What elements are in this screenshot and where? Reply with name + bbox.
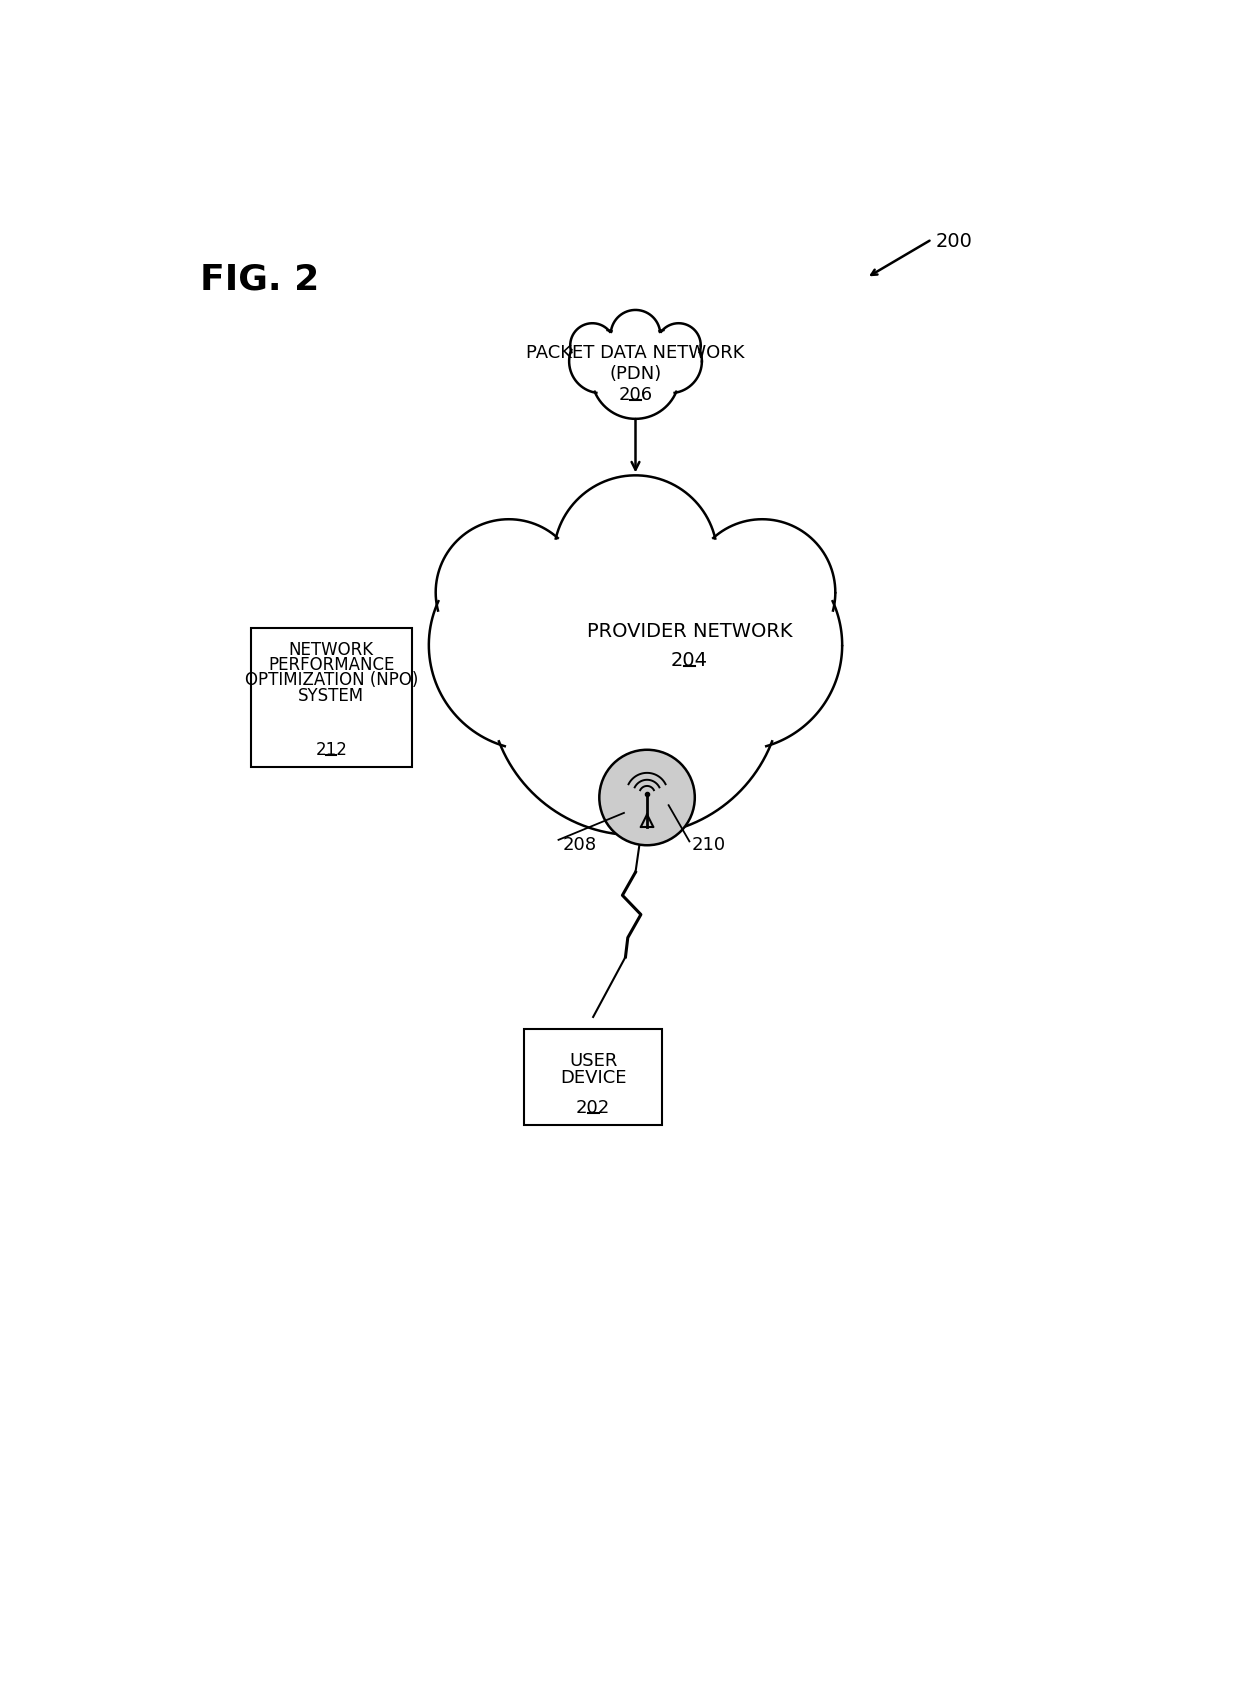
Circle shape xyxy=(591,331,680,419)
Text: DEVICE: DEVICE xyxy=(560,1069,626,1088)
Text: NETWORK: NETWORK xyxy=(289,641,374,658)
Circle shape xyxy=(689,520,836,665)
Circle shape xyxy=(570,324,615,368)
FancyBboxPatch shape xyxy=(250,627,412,767)
Text: 200: 200 xyxy=(936,232,972,251)
Circle shape xyxy=(599,750,694,846)
Text: PROVIDER NETWORK: PROVIDER NETWORK xyxy=(587,622,792,641)
Circle shape xyxy=(569,329,632,394)
Text: FIG. 2: FIG. 2 xyxy=(201,263,320,297)
Text: PERFORMANCE: PERFORMANCE xyxy=(268,656,394,673)
Text: OPTIMIZATION (NPO): OPTIMIZATION (NPO) xyxy=(244,672,418,689)
Text: SYSTEM: SYSTEM xyxy=(299,687,365,704)
Text: (PDN): (PDN) xyxy=(609,365,662,384)
Circle shape xyxy=(631,540,842,750)
Circle shape xyxy=(639,329,702,394)
Circle shape xyxy=(435,520,582,665)
Text: 202: 202 xyxy=(577,1098,610,1117)
Circle shape xyxy=(490,542,781,835)
Text: 206: 206 xyxy=(619,385,652,404)
Text: USER: USER xyxy=(569,1052,618,1071)
Circle shape xyxy=(611,310,660,360)
Circle shape xyxy=(553,476,718,639)
Circle shape xyxy=(656,324,701,368)
Text: 208: 208 xyxy=(563,835,596,854)
Circle shape xyxy=(429,540,640,750)
Text: 210: 210 xyxy=(692,835,725,854)
Text: 204: 204 xyxy=(671,651,708,670)
Text: PACKET DATA NETWORK: PACKET DATA NETWORK xyxy=(526,344,745,361)
Text: 212: 212 xyxy=(315,740,347,759)
FancyBboxPatch shape xyxy=(523,1028,662,1125)
